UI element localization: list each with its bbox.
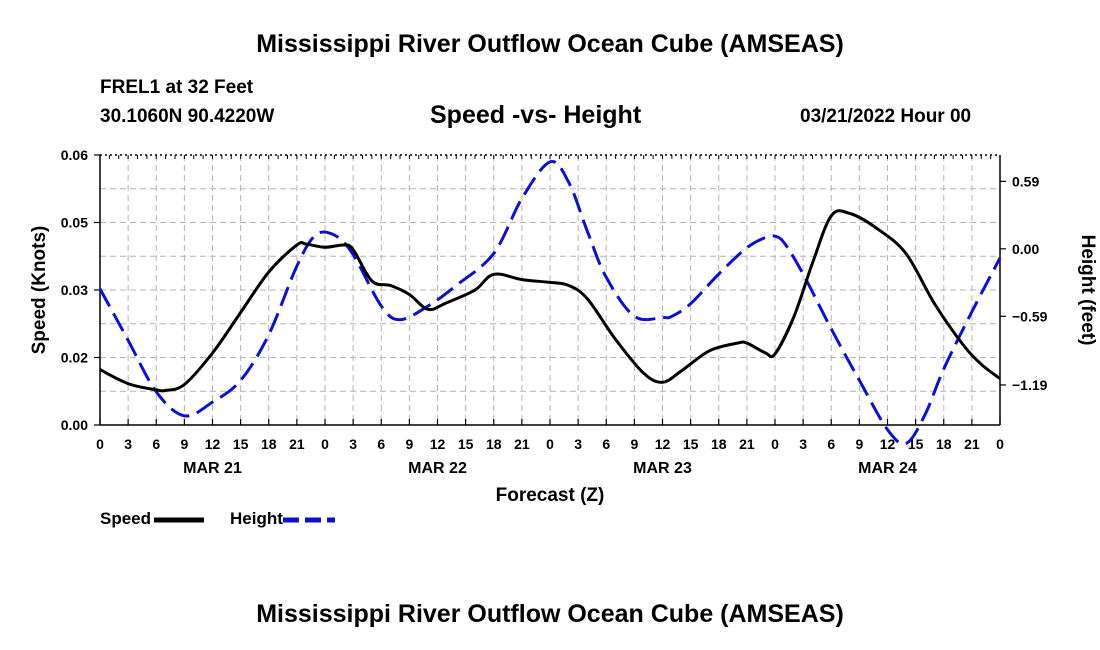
y-axis-title-left: Speed (Knots): [29, 226, 50, 355]
legend-speed-label: Speed: [100, 509, 152, 528]
x-tick-label: 15: [458, 436, 474, 452]
footer-title: Mississippi River Outflow Ocean Cube (AM…: [256, 600, 844, 628]
main-title: Mississippi River Outflow Ocean Cube (AM…: [256, 30, 844, 58]
x-tick-label: 12: [205, 436, 221, 452]
series-line-speed: [99, 209, 1001, 393]
x-tick-label: 9: [405, 436, 413, 452]
x-tick-label: 15: [683, 436, 699, 452]
x-tick-label: 3: [574, 436, 582, 452]
x-tick-label: 21: [964, 436, 980, 452]
x-tick-label: 18: [711, 436, 727, 452]
x-tick-label: 6: [827, 436, 835, 452]
speed-height-chart: 0 3 6 9 12 15 18 21 0 3 6 9 12 15 18 21 0 3 6 9 12 15 18 21 0 3 6 9…: [29, 147, 1098, 506]
x-tick-label: 6: [602, 436, 610, 452]
y-tick-label: 0.00: [61, 417, 88, 433]
x-tick-label: 3: [124, 436, 132, 452]
y2-tick-label: 0.59: [1012, 173, 1039, 189]
x-tick-label: 12: [430, 436, 446, 452]
x-date-label: MAR 23: [633, 460, 692, 477]
x-tick-label: 9: [630, 436, 638, 452]
x-tick-label: 9: [180, 436, 188, 452]
y-tick-label: 0.03: [61, 282, 88, 298]
x-tick-label: 18: [261, 436, 277, 452]
y2-tick-label: −1.19: [1012, 377, 1048, 393]
x-tick-label: 18: [936, 436, 952, 452]
y2-tick-label: 0.00: [1012, 241, 1039, 257]
x-tick-label: 12: [655, 436, 671, 452]
y2-tick-label: −0.59: [1012, 308, 1048, 324]
y-tick-label: 0.02: [61, 350, 88, 366]
y-tick-label: 0.05: [61, 215, 88, 231]
x-date-label: MAR 22: [408, 460, 467, 477]
y-axis-title-right: Height (feet): [1077, 235, 1098, 346]
x-tick-label: 3: [799, 436, 807, 452]
series-line-height: [98, 160, 1002, 446]
chart-title: Speed -vs- Height: [430, 101, 642, 129]
legend-speed-swatch: [154, 517, 205, 523]
x-tick-label: 12: [880, 436, 896, 452]
x-axis-title: Forecast (Z): [496, 485, 605, 506]
x-tick-label: 3: [349, 436, 357, 452]
coordinates-label: 30.1060N 90.4220W: [100, 106, 275, 127]
station-label: FREL1 at 32 Feet: [100, 77, 254, 98]
legend-height-label: Height: [230, 509, 283, 528]
x-date-label: MAR 24: [858, 460, 917, 477]
x-tick-label: 15: [233, 436, 249, 452]
x-tick-label: 0: [771, 436, 779, 452]
forecast-date-label: 03/21/2022 Hour 00: [800, 106, 972, 127]
x-tick-label: 6: [152, 436, 160, 452]
x-tick-label: 0: [546, 436, 554, 452]
x-date-label: MAR 21: [183, 460, 242, 477]
x-tick-label: 9: [855, 436, 863, 452]
x-tick-label: 21: [289, 436, 305, 452]
x-tick-label: 21: [739, 436, 755, 452]
x-tick-label: 0: [321, 436, 329, 452]
x-tick-label: 0: [96, 436, 104, 452]
legend-speed: Speed: [100, 509, 206, 529]
x-tick-label: 0: [996, 436, 1004, 452]
x-tick-label: 18: [486, 436, 502, 452]
x-tick-label: 6: [377, 436, 385, 452]
legend-height: Height: [230, 509, 339, 529]
legend-height-swatch: [282, 517, 335, 523]
y-tick-label: 0.06: [61, 147, 88, 163]
x-tick-label: 21: [514, 436, 530, 452]
